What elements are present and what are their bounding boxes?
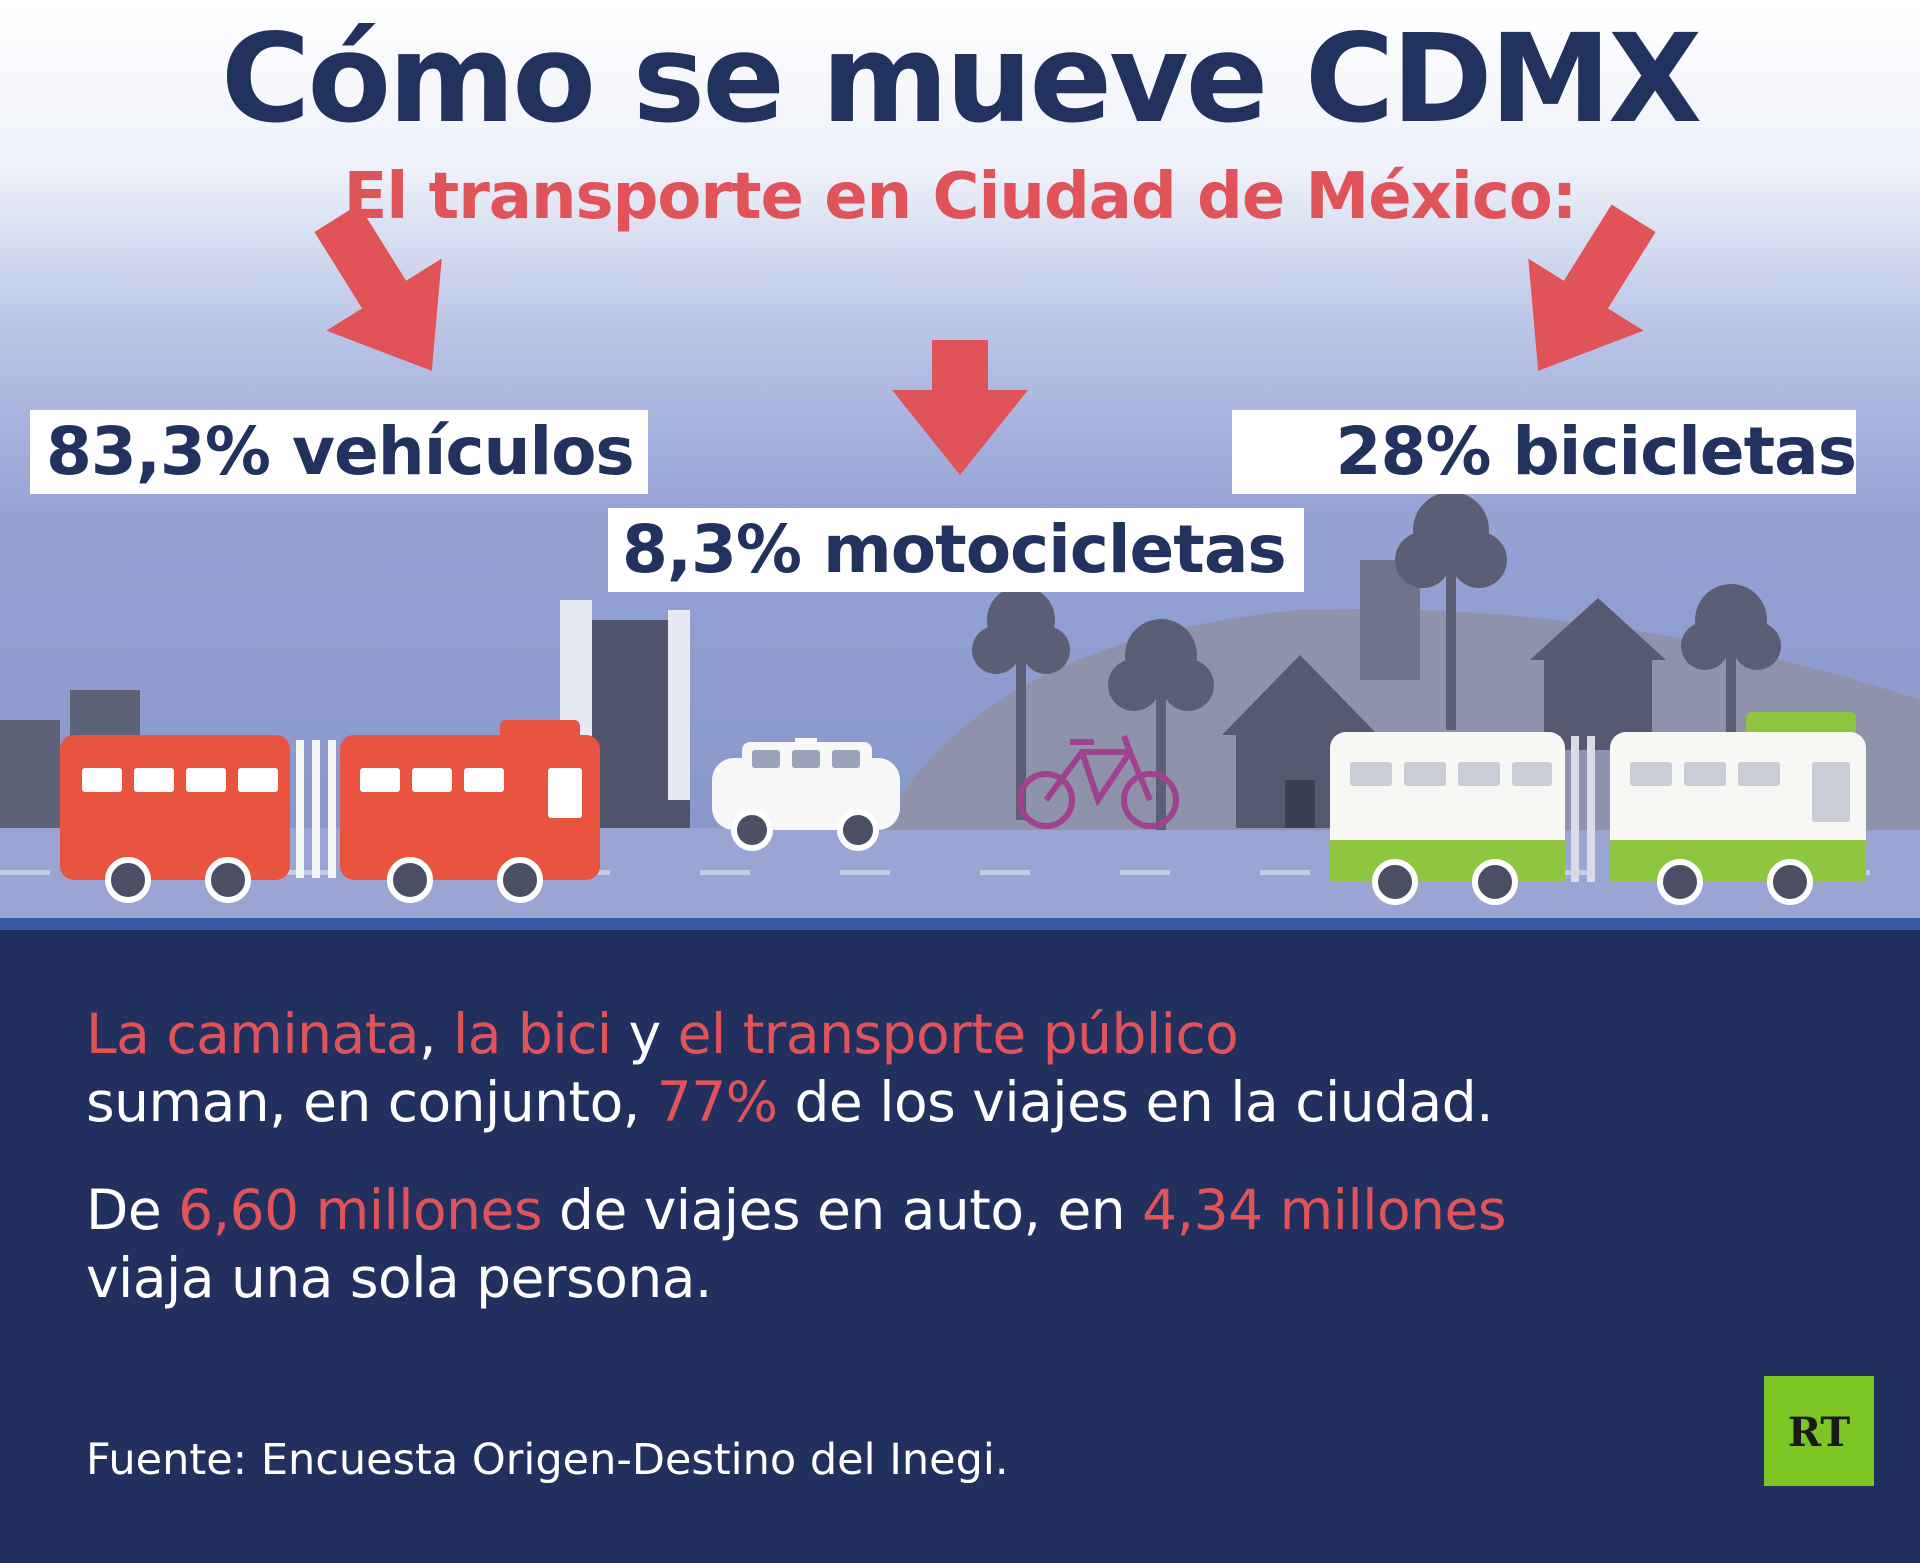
arrow-down-icon [892, 340, 1028, 475]
tree-icon [1681, 584, 1781, 750]
paragraph-line: viaja una sola persona. [86, 1244, 1506, 1312]
arrow-down-icon [314, 204, 442, 371]
paragraph-modes: La caminata, la bici y el transporte púb… [86, 1000, 1494, 1136]
highlight-text: la bici [452, 1002, 612, 1066]
source-note: Fuente: Encuesta Origen-Destino del Ineg… [86, 1435, 1009, 1485]
info-panel [0, 930, 1920, 1563]
arrow-down-icon [1528, 204, 1656, 371]
rt-logo: RT [1764, 1376, 1874, 1486]
body-text: , [418, 1002, 453, 1066]
body-text: de viajes en auto, en [542, 1178, 1143, 1242]
stat-vehiculos: 83,3% vehículos [30, 410, 648, 494]
body-text: viaja una sola persona. [86, 1246, 712, 1310]
body-text: y [611, 1002, 678, 1066]
highlight-text: 4,34 millones [1142, 1178, 1507, 1242]
paragraph-line: La caminata, la bici y el transporte púb… [86, 1000, 1493, 1068]
highlight-text: 77% [656, 1070, 778, 1134]
bus-icon [1330, 712, 1866, 905]
body-text: de los viajes en la ciudad. [777, 1070, 1494, 1134]
tree-icon [972, 586, 1070, 820]
tree-icon [1395, 492, 1507, 730]
page-title: Cómo se mueve CDMX [220, 8, 1702, 150]
tree-icon [1108, 619, 1214, 830]
car-icon [712, 738, 900, 851]
bicycle-icon [1017, 734, 1179, 829]
city-illustration [0, 204, 1920, 930]
highlight-text: La caminata [86, 1002, 419, 1066]
body-text: De [86, 1178, 179, 1242]
highlight-text: el transporte público [677, 1002, 1239, 1066]
paragraph-line: suman, en conjunto, 77% de los viajes en… [86, 1068, 1494, 1136]
bus-icon [60, 720, 600, 903]
paragraph-line: De 6,60 millones de viajes en auto, en 4… [86, 1176, 1507, 1244]
logo-text: RT [1788, 1409, 1851, 1456]
page-subtitle: El transporte en Ciudad de México: [343, 160, 1578, 234]
stat-bicicletas: 28% bicicletas [1232, 410, 1857, 494]
body-text: suman, en conjunto, [86, 1070, 657, 1134]
curb-line [0, 918, 1920, 930]
stat-motocicletas: 8,3% motocicletas [608, 508, 1304, 592]
highlight-text: 6,60 millones [178, 1178, 543, 1242]
paragraph-car-trips: De 6,60 millones de viajes en auto, en 4… [86, 1176, 1507, 1312]
